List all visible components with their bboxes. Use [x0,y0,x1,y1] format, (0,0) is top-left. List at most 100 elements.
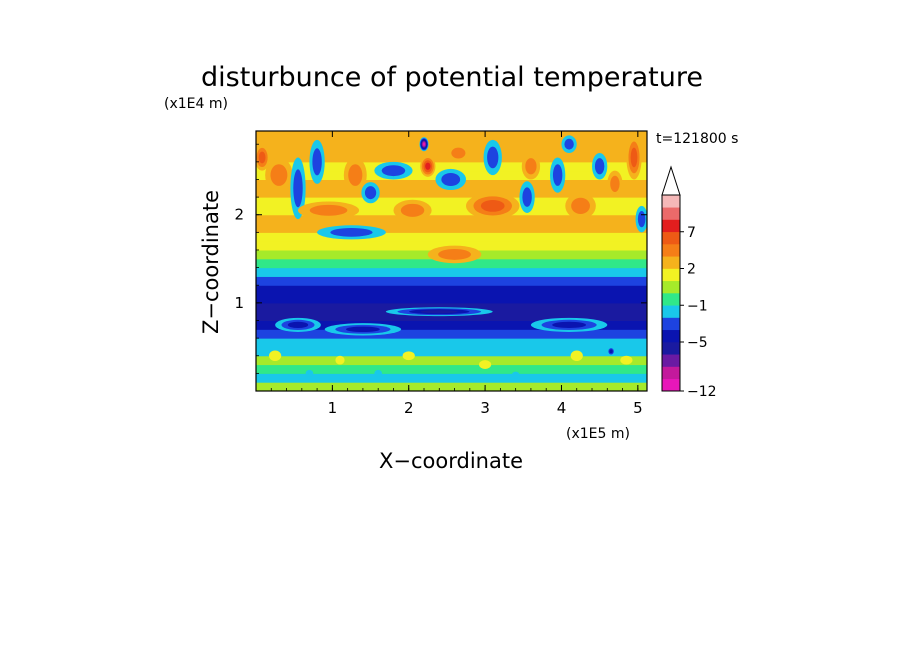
y-axis-label: Z−coordinate [199,190,223,334]
contour-band [256,258,647,269]
contour-band [256,197,647,207]
contour-feature [293,169,303,208]
contour-band [256,285,647,295]
contour-feature [480,200,505,212]
colorbar-swatch [662,256,680,269]
contour-feature [400,203,425,217]
contour-feature [287,321,309,329]
colorbar-tick-label: −12 [687,384,717,400]
x-axis: 1 2 3 4 5 [270,131,643,417]
contour-band [256,232,647,242]
contour-feature [402,351,415,361]
contour-band [256,294,647,304]
contour-band [256,347,647,357]
colorbar-tick-label: −1 [687,298,708,314]
contour-feature [630,147,638,168]
contour-band [256,320,647,330]
contour-band [256,355,647,366]
colorbar-swatch [662,366,680,380]
contour-feature [268,350,282,362]
colorbar-extend-arrow [661,165,681,196]
contour-band [256,276,647,286]
x-scale-label: (x1E5 m) [566,426,630,442]
contour-feature [348,164,363,186]
colorbar-swatch [662,293,680,306]
contour-feature [594,158,605,175]
contour-feature [487,146,499,169]
y-tick-label: 1 [234,294,244,312]
x-tick-label: 5 [633,399,643,417]
contour-feature [525,158,537,175]
contour-band [256,364,647,374]
contour-band [256,338,647,348]
contour-feature [620,355,633,365]
x-tick-label: 4 [557,399,567,417]
colorbar-swatch [662,219,680,233]
plot-area [256,131,647,391]
contour-band [256,131,647,136]
x-axis-label: X−coordinate [379,449,523,473]
contour-band [256,188,647,198]
x-tick-label: 1 [328,399,338,417]
y-tick-label: 2 [234,206,244,224]
contour-band [256,223,647,233]
colorbar-swatch [662,207,680,220]
contour-feature [571,197,590,215]
contour-feature [335,355,345,365]
time-label: t=121800 s [656,131,738,147]
contour-feature [552,321,587,329]
contour-feature [609,349,613,354]
contour-feature [637,211,646,228]
contour-band [256,214,647,225]
colorbar-swatch [662,231,680,245]
y-axis: 12 [234,143,647,374]
contour-feature [441,172,461,186]
contour-feature [258,151,266,164]
contour-feature [364,186,377,200]
colorbar-tick-label: −5 [687,335,708,351]
contour-feature [610,175,620,193]
contour-feature [425,162,431,170]
colorbar-swatch [662,305,680,318]
colorbar-swatch [662,329,680,343]
contour-feature [345,326,380,333]
contour-feature [438,248,472,260]
chart-title: disturbunce of potential temperature [201,62,703,93]
contour-feature [522,187,532,207]
contour-feature [564,138,574,150]
contour-feature [570,350,583,362]
contour-band [256,267,647,277]
y-scale-label: (x1E4 m) [164,96,228,112]
colorbar-swatch [662,195,680,208]
contour-feature [270,164,288,186]
contour-band [256,311,647,322]
contour-feature [305,369,314,377]
colorbar-swatch [662,317,680,331]
contour-feature [451,147,466,159]
contour-feature [478,360,492,369]
contour-feature [330,228,373,237]
contour-band [256,329,647,339]
contour-feature [552,164,563,186]
contour-band [256,373,647,383]
colorbar-tick-label: 2 [687,262,696,278]
x-tick-label: 2 [404,399,414,417]
contour-band [256,382,647,391]
contour-band [256,205,647,216]
colorbar-tick-label: 7 [687,225,696,241]
contour-feature [309,204,348,216]
colorbar-swatch [662,354,680,367]
colorbar-swatch [662,268,680,282]
contour-feature [374,369,383,377]
colorbar-swatch [662,244,680,257]
colorbar: 7 2 −1 −5 −12 [661,165,717,400]
x-tick-label: 3 [480,399,490,417]
contour-feature [423,142,425,146]
colorbar-swatch [662,378,680,392]
contour-feature [312,148,322,176]
contour-feature [511,371,520,379]
contour-feature [420,310,458,314]
contour-feature [381,165,406,177]
contour-band [256,161,647,172]
